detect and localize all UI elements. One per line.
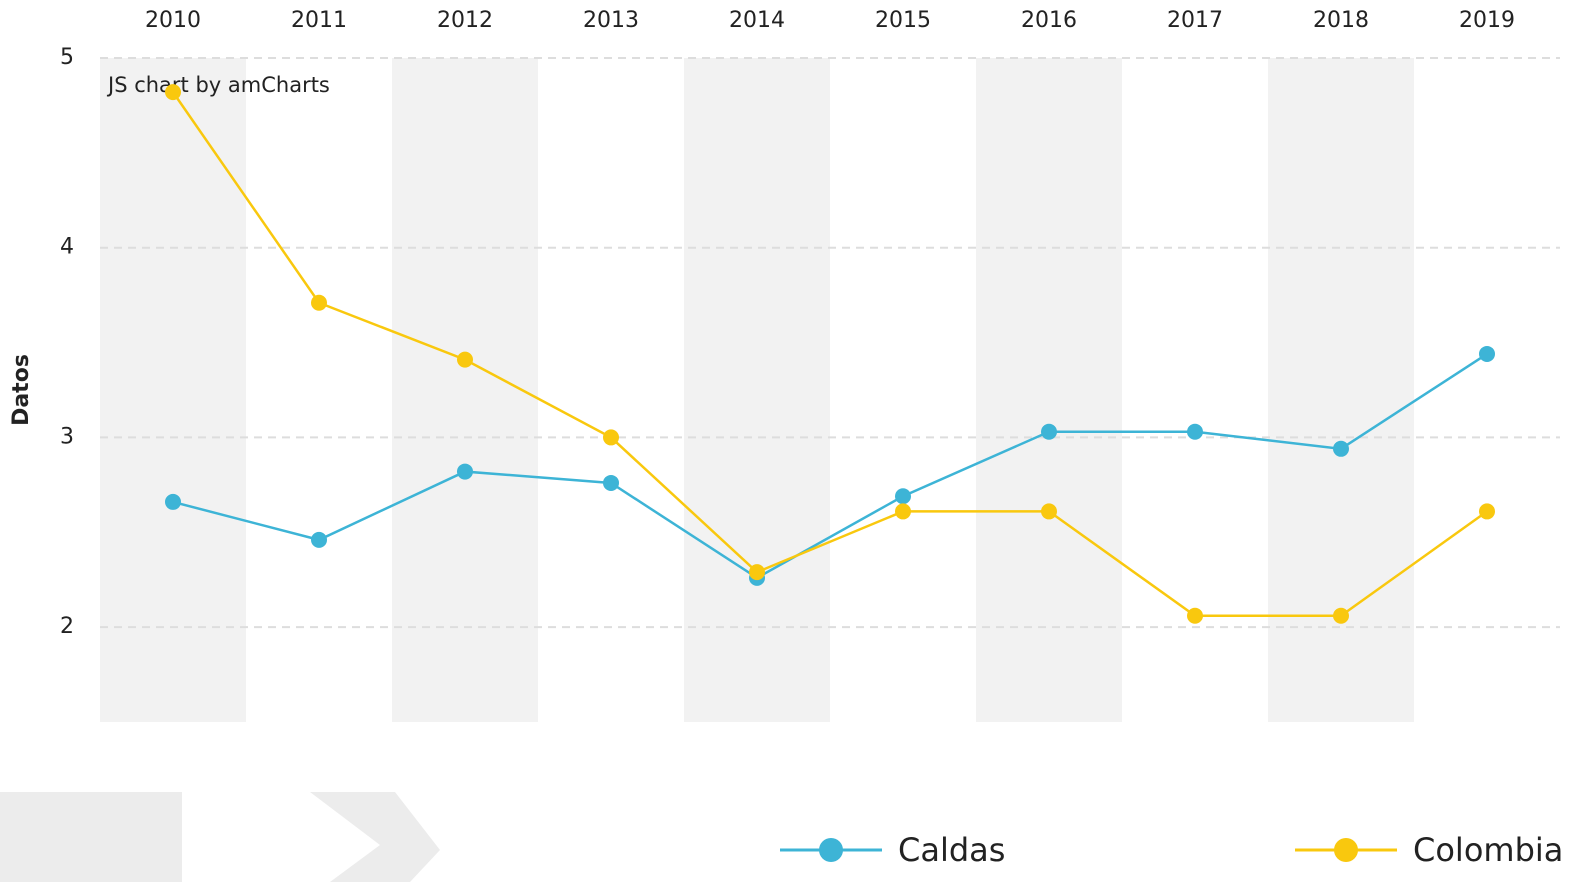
- data-point: [1333, 607, 1349, 624]
- plot-band: [100, 58, 246, 722]
- x-tick-label: 2016: [1021, 8, 1077, 33]
- y-tick-label: 5: [60, 45, 74, 70]
- y-axis-label: Datos: [9, 354, 34, 426]
- data-point: [311, 294, 327, 311]
- legend-marker: [819, 838, 843, 862]
- decoration: [0, 792, 440, 882]
- x-tick-label: 2015: [875, 8, 931, 33]
- data-point: [311, 531, 327, 548]
- data-point: [1479, 345, 1495, 362]
- x-tick-label: 2010: [145, 8, 201, 33]
- data-point: [603, 474, 619, 491]
- x-tick-label: 2013: [583, 8, 639, 33]
- y-tick-label: 3: [60, 424, 74, 449]
- x-tick-label: 2017: [1167, 8, 1223, 33]
- legend-label: Colombia: [1413, 831, 1563, 869]
- x-tick-label: 2011: [291, 8, 347, 33]
- data-point: [895, 488, 911, 505]
- data-point: [603, 429, 619, 446]
- data-point: [165, 493, 181, 510]
- data-point: [457, 463, 473, 480]
- y-tick-label: 2: [60, 614, 74, 639]
- legend-marker: [1334, 838, 1358, 862]
- data-point: [1187, 423, 1203, 440]
- x-tick-label: 2019: [1459, 8, 1515, 33]
- series-line: [172, 352, 1488, 580]
- plot-band: [976, 58, 1122, 722]
- x-tick-label: 2014: [729, 8, 785, 33]
- data-point: [749, 564, 765, 581]
- data-point: [457, 351, 473, 368]
- data-point: [1187, 607, 1203, 624]
- plot-band: [684, 58, 830, 722]
- credit: JS chart by amCharts: [106, 73, 330, 97]
- legend-label: Caldas: [898, 831, 1005, 869]
- x-tick-label: 2012: [437, 8, 493, 33]
- y-tick-label: 4: [60, 235, 74, 260]
- data-point: [1041, 423, 1057, 440]
- data-point: [1333, 440, 1349, 457]
- data-point: [165, 84, 181, 101]
- data-point: [1041, 503, 1057, 520]
- x-tick-label: 2018: [1313, 8, 1369, 33]
- plot-band: [392, 58, 538, 722]
- data-point: [895, 503, 911, 520]
- series-line: [171, 91, 1488, 618]
- data-point: [1479, 503, 1495, 520]
